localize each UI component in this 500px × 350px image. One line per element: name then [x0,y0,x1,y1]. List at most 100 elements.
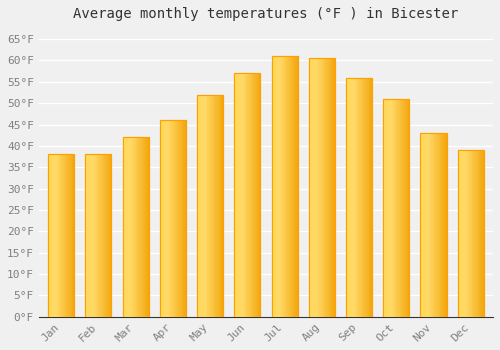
Bar [249,73,250,317]
Bar [69,154,70,317]
Bar [430,133,431,317]
Bar [198,94,199,317]
Bar [438,133,440,317]
Bar [200,94,202,317]
Bar [237,73,238,317]
Bar [308,58,310,317]
Bar [360,78,361,317]
Bar [282,56,283,317]
Bar [315,58,316,317]
Bar [394,99,396,317]
Bar [458,150,460,317]
Bar [295,56,296,317]
Bar [483,150,484,317]
Bar [321,58,322,317]
Bar [132,137,133,317]
Bar [214,94,216,317]
Bar [313,58,314,317]
Bar [366,78,367,317]
Bar [72,154,74,317]
Bar [58,154,59,317]
Bar [87,154,88,317]
Bar [444,133,445,317]
Bar [280,56,281,317]
Bar [209,94,210,317]
Bar [400,99,402,317]
Bar [319,58,320,317]
Bar [469,150,470,317]
Bar [235,73,236,317]
Bar [182,120,184,317]
Bar [289,56,290,317]
Bar [173,120,174,317]
Bar [89,154,90,317]
Bar [49,154,50,317]
Bar [197,94,223,317]
Bar [55,154,56,317]
Bar [48,154,74,317]
Bar [240,73,241,317]
Bar [367,78,368,317]
Bar [371,78,372,317]
Bar [468,150,469,317]
Bar [234,73,235,317]
Bar [127,137,128,317]
Bar [424,133,425,317]
Bar [185,120,186,317]
Bar [50,154,51,317]
Bar [217,94,218,317]
Bar [358,78,359,317]
Bar [126,137,127,317]
Bar [351,78,352,317]
Bar [480,150,481,317]
Bar [398,99,399,317]
Bar [272,56,297,317]
Bar [160,120,186,317]
Bar [318,58,319,317]
Bar [333,58,334,317]
Bar [139,137,140,317]
Bar [326,58,327,317]
Bar [63,154,64,317]
Bar [160,120,186,317]
Bar [184,120,185,317]
Bar [354,78,356,317]
Bar [383,99,384,317]
Bar [346,78,347,317]
Bar [429,133,430,317]
Bar [308,58,335,317]
Bar [293,56,294,317]
Bar [296,56,298,317]
Bar [287,56,288,317]
Bar [130,137,132,317]
Bar [292,56,293,317]
Bar [133,137,134,317]
Bar [109,154,110,317]
Bar [70,154,72,317]
Bar [140,137,141,317]
Bar [464,150,466,317]
Bar [422,133,423,317]
Bar [216,94,217,317]
Bar [256,73,257,317]
Bar [180,120,182,317]
Bar [316,58,318,317]
Bar [210,94,211,317]
Bar [392,99,393,317]
Bar [426,133,428,317]
Title: Average monthly temperatures (°F ) in Bicester: Average monthly temperatures (°F ) in Bi… [74,7,458,21]
Bar [434,133,435,317]
Bar [445,133,446,317]
Bar [144,137,145,317]
Bar [222,94,223,317]
Bar [350,78,351,317]
Bar [48,154,49,317]
Bar [257,73,258,317]
Bar [284,56,286,317]
Bar [242,73,243,317]
Bar [110,154,112,317]
Bar [370,78,371,317]
Bar [197,94,223,317]
Bar [66,154,67,317]
Bar [274,56,275,317]
